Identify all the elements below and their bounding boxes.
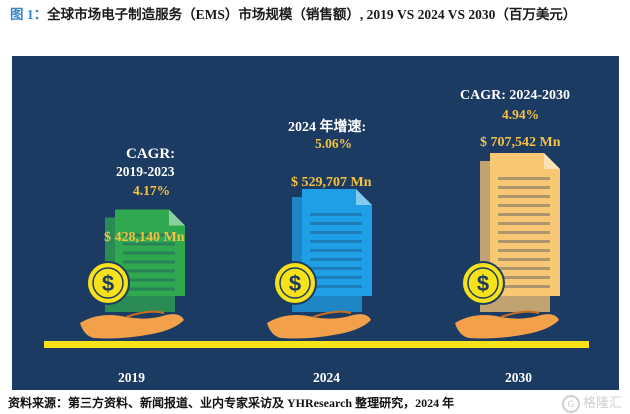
document-fold [544, 153, 560, 169]
document-line [498, 222, 550, 225]
hand-icon [455, 314, 559, 339]
source-note: 资料来源：第三方资料、新闻报道、业内专家采访及 YHResearch 整理研究，… [8, 396, 455, 410]
document-line [498, 258, 550, 261]
document-fold [169, 209, 185, 226]
hand-icon [80, 314, 184, 339]
title-text: 全球市场电子制造服务（EMS）市场规模（销售额）, 2019 VS 2024 V… [47, 7, 577, 22]
category-label-2030: 2030 [505, 370, 532, 385]
cagr-2030-title: CAGR: 2024-2030 [460, 88, 571, 103]
chart-panel: $ $ $ CAGR: 2019-2023 4.17% 2024 年增速: 5.06… [12, 56, 619, 390]
document-line [498, 267, 550, 270]
dollar-sign-icon: $ [289, 271, 301, 296]
document-line [310, 248, 362, 252]
category-label-2019: 2019 [118, 370, 145, 385]
document-line [498, 204, 550, 207]
watermark-text: 格隆汇 [582, 395, 622, 410]
document-line [498, 276, 550, 279]
document-line [498, 195, 550, 198]
document-line [310, 284, 362, 288]
document-line [310, 266, 362, 270]
dollar-sign-icon: $ [477, 271, 489, 296]
document-line [498, 231, 550, 234]
document-line [123, 233, 175, 237]
document-line [123, 269, 175, 273]
document-line [123, 287, 175, 291]
document-line [498, 285, 550, 288]
value-label-2024: $ 529,707 Mn [291, 175, 372, 190]
bar-2030: $ [455, 153, 560, 339]
document-line [123, 242, 175, 246]
document-icon [302, 188, 372, 296]
coin-inner-ring [467, 267, 499, 299]
cagr-2019-title: CAGR: [126, 146, 176, 162]
cagr-2019-value: 4.17% [133, 183, 171, 198]
document-line [123, 278, 175, 282]
document-line [310, 239, 362, 243]
document-line [498, 240, 550, 243]
document-line [498, 177, 550, 180]
coin-inner-ring [92, 267, 124, 299]
document-line [310, 257, 362, 261]
document-line [498, 213, 550, 216]
watermark: G 格隆汇 [561, 392, 622, 413]
document-line [123, 251, 175, 255]
document-line [498, 186, 550, 189]
document-line [498, 249, 550, 252]
cagr-2019-period: 2019-2023 [116, 164, 175, 179]
growth-2024-title: 2024 年增速: [288, 120, 367, 135]
hand-icon [267, 314, 371, 339]
watermark-logo-icon: G [561, 394, 580, 413]
value-label-2019: $ 428,140 Mn [104, 230, 185, 245]
hand-finger-line [500, 310, 540, 318]
figure-number: 图 1： [10, 7, 48, 22]
bar-2019: $ [80, 209, 185, 339]
dollar-sign-icon: $ [102, 271, 114, 296]
growth-2024-value: 5.06% [315, 136, 353, 151]
document-line [123, 260, 175, 264]
document-icon [490, 153, 560, 296]
coin-inner-ring [279, 267, 311, 299]
chart-svg: $ $ $ [44, 153, 589, 348]
document-line [310, 221, 362, 225]
chart-title: 图 1：全球市场电子制造服务（EMS）市场规模（销售额）, 2019 VS 20… [10, 5, 620, 24]
document-line [310, 275, 362, 279]
document-line [310, 230, 362, 234]
hand-finger-line [312, 310, 352, 318]
bar-2024: $ [267, 188, 372, 339]
category-label-2024: 2024 [313, 370, 340, 385]
hand-finger-line [125, 310, 165, 318]
baseline [44, 341, 589, 348]
value-label-2030: $ 707,542 Mn [480, 135, 561, 150]
cagr-2030-value: 4.94% [502, 107, 540, 122]
document-fold [356, 188, 372, 205]
document-line [310, 212, 362, 216]
document-icon [115, 209, 185, 296]
